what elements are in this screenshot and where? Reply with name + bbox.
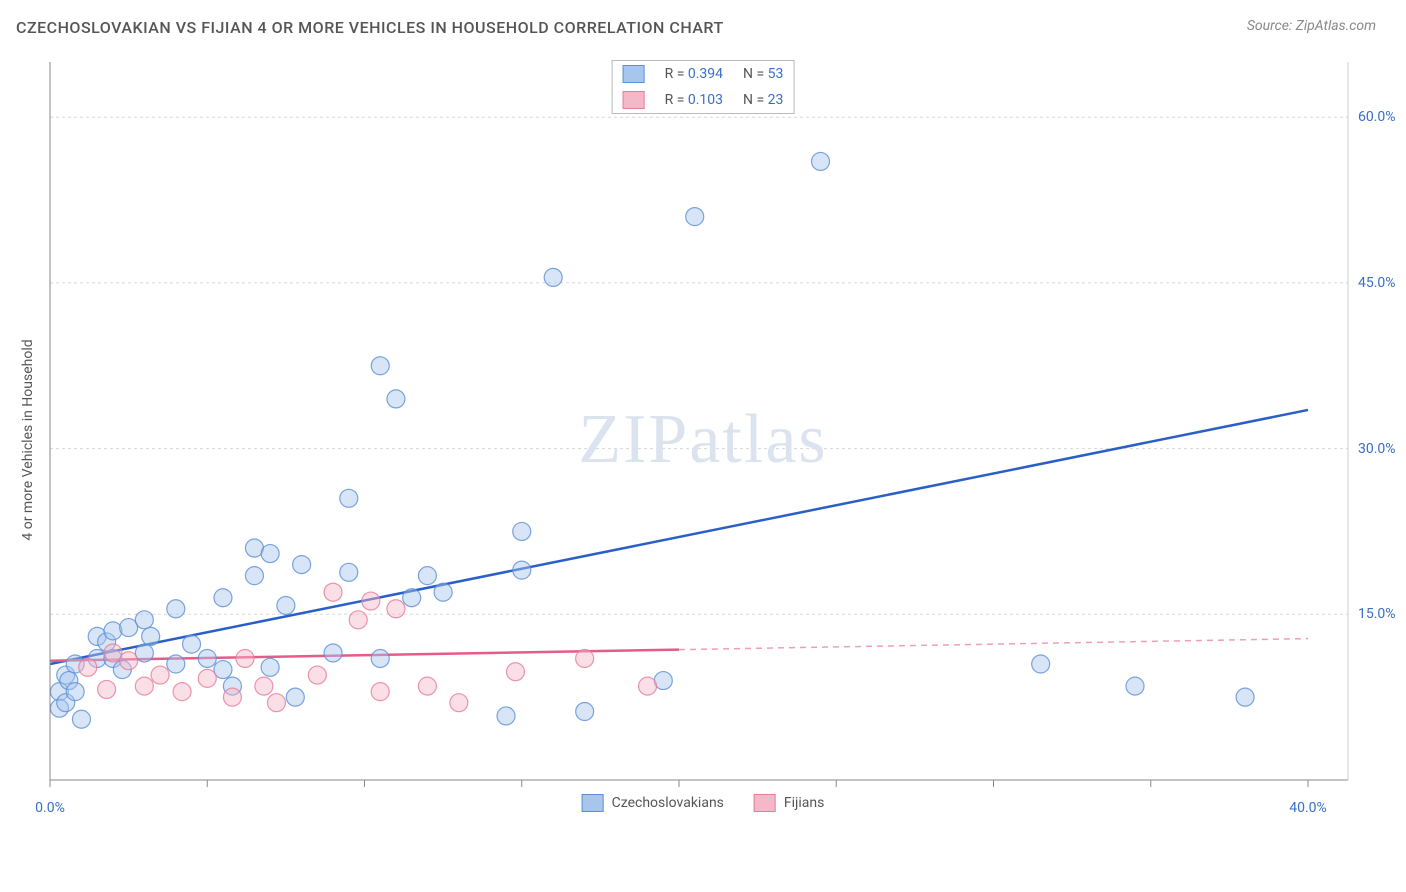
- chart-title: CZECHOSLOVAKIAN VS FIJIAN 4 OR MORE VEHI…: [16, 18, 724, 37]
- legend-item: Fijians: [754, 794, 824, 812]
- y-tick-label: 15.0%: [1358, 606, 1396, 622]
- swatch-fijian: [623, 91, 645, 109]
- stats-row-fijian: R = 0.103 N = 23: [613, 87, 794, 113]
- x-tick-label: 40.0%: [1289, 800, 1327, 816]
- legend-item: Czechoslovakians: [582, 794, 724, 812]
- y-tick-label: 30.0%: [1358, 441, 1396, 457]
- stats-legend: R = 0.394 N = 53 R = 0.103 N = 23: [612, 60, 795, 114]
- legend-swatch: [754, 794, 776, 812]
- scatter-plot: [48, 60, 1358, 820]
- legend-swatch: [582, 794, 604, 812]
- source-label: Source: ZipAtlas.com: [1247, 18, 1376, 34]
- legend-label: Fijians: [784, 795, 824, 811]
- y-axis-label: 4 or more Vehicles in Household: [20, 339, 36, 540]
- y-tick-label: 60.0%: [1358, 109, 1396, 125]
- legend-label: Czechoslovakians: [612, 795, 724, 811]
- swatch-czech: [623, 65, 645, 83]
- title-bar: CZECHOSLOVAKIAN VS FIJIAN 4 OR MORE VEHI…: [0, 0, 1406, 37]
- x-tick-label: 0.0%: [35, 800, 65, 816]
- series-legend: Czechoslovakians Fijians: [582, 794, 825, 812]
- stats-row-czech: R = 0.394 N = 53: [613, 61, 794, 87]
- chart-area: 4 or more Vehicles in Household ZIPatlas…: [48, 60, 1358, 820]
- y-tick-label: 45.0%: [1358, 275, 1396, 291]
